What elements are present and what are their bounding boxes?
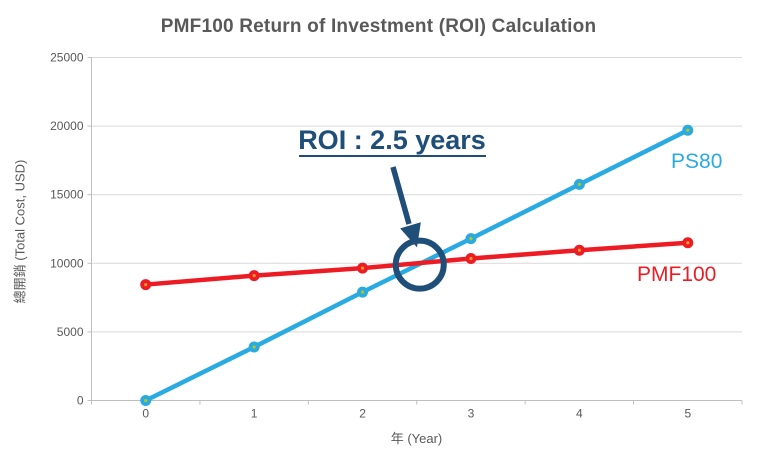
x-tick-label: 0 <box>142 407 149 421</box>
marker-center-PMF100 <box>686 241 690 245</box>
x-tick-label: 4 <box>576 407 583 421</box>
x-tick-label: 5 <box>684 407 691 421</box>
marker-center-PS80 <box>360 290 365 294</box>
series-label-PS80: PS80 <box>671 150 722 173</box>
y-tick-label: 25000 <box>50 51 84 65</box>
marker-center-PS80 <box>252 345 256 349</box>
y-tick-label: 10000 <box>50 256 84 270</box>
marker-center-PS80 <box>577 182 581 187</box>
annotation-circle <box>392 237 447 292</box>
chart-title: PMF100 Return of Investment (ROI) Calcul… <box>160 16 597 37</box>
marker-center-PMF100 <box>469 256 473 261</box>
marker-center-PS80 <box>144 398 148 403</box>
series-line-PMF100 <box>143 240 691 287</box>
annotation-arrow-head <box>400 222 421 248</box>
y-tick-label: 15000 <box>50 188 84 202</box>
annotation-arrow-shaft <box>390 166 412 225</box>
x-tick-label: 3 <box>468 407 475 421</box>
y-tick-label: 0 <box>77 394 84 408</box>
x-axis-title: 年 (Year) <box>390 431 443 446</box>
marker-center-PMF100 <box>252 274 256 278</box>
marker-center-PMF100 <box>360 266 365 270</box>
series-label-PMF100: PMF100 <box>637 263 716 286</box>
x-tick-label: 1 <box>251 407 258 421</box>
marker-center-PS80 <box>469 237 473 241</box>
annotation-text: ROI : 2.5 years <box>298 125 486 155</box>
y-tick-label: 5000 <box>57 325 84 339</box>
y-tick-label: 20000 <box>50 119 84 133</box>
x-tick-label: 2 <box>359 407 366 421</box>
marker-center-PMF100 <box>577 248 581 252</box>
marker-center-PMF100 <box>144 282 148 287</box>
marker-center-PS80 <box>686 128 690 132</box>
